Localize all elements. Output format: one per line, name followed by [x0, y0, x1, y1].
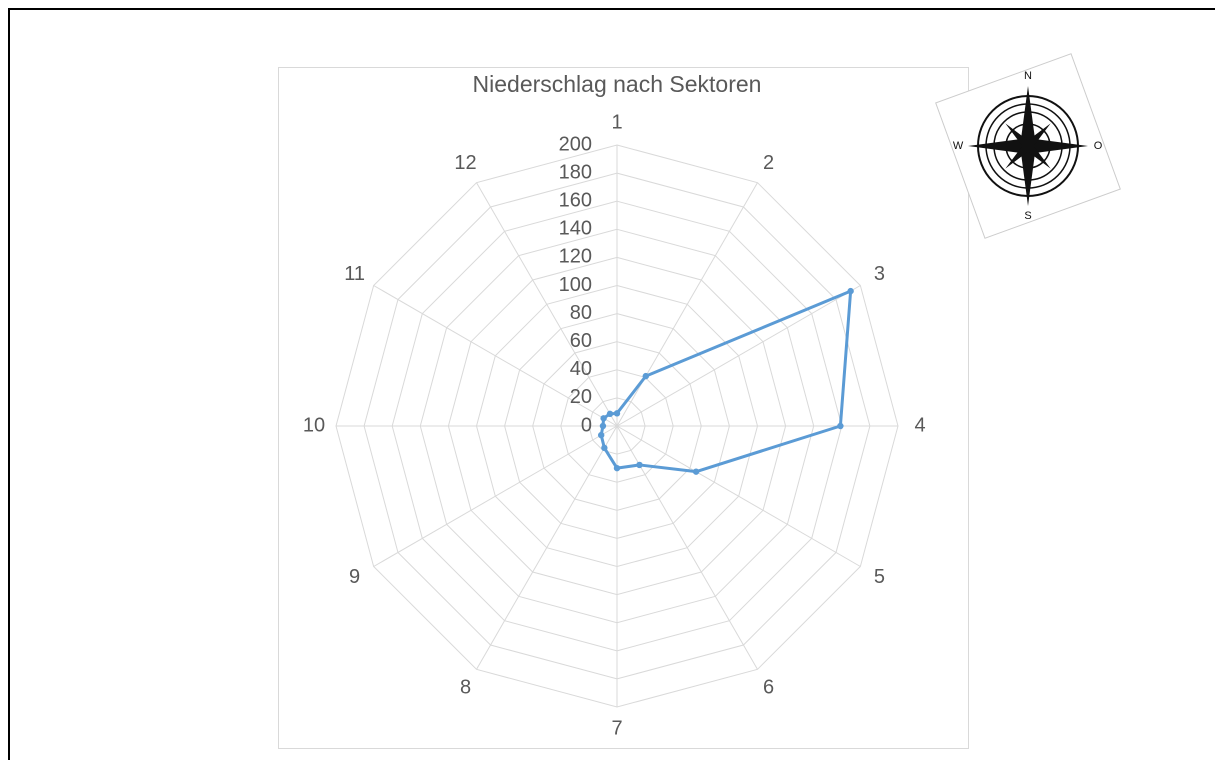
y-tick-label: 200 [559, 133, 592, 155]
data-point [607, 411, 613, 417]
compass-west: W [953, 140, 964, 152]
data-point [601, 445, 607, 451]
chart: Niederschlag nach Sektoren N O S W 12345… [0, 0, 1215, 760]
category-label: 1 [611, 111, 622, 133]
y-tick-label: 80 [570, 302, 592, 324]
data-point [600, 423, 606, 429]
category-label: 10 [303, 414, 325, 436]
category-label: 4 [914, 414, 925, 436]
category-label: 5 [874, 566, 885, 588]
data-point [693, 468, 699, 474]
y-tick-label: 40 [570, 358, 592, 380]
data-point [600, 415, 606, 421]
y-tick-label: 160 [559, 189, 592, 211]
y-tick-label: 180 [559, 161, 592, 183]
y-tick-label: 140 [559, 218, 592, 240]
y-tick-label: 0 [581, 414, 592, 436]
category-label: 7 [611, 717, 622, 739]
chart-title: Niederschlag nach Sektoren [473, 71, 762, 97]
data-point [837, 423, 843, 429]
y-tick-label: 20 [570, 386, 592, 408]
category-label: 8 [460, 677, 471, 699]
y-tick-label: 120 [559, 246, 592, 268]
data-point [598, 432, 604, 438]
compass-east: O [1094, 140, 1103, 152]
compass-south: S [1024, 210, 1031, 222]
data-point [636, 462, 642, 468]
category-label: 2 [763, 152, 774, 174]
category-label: 9 [349, 566, 360, 588]
category-label: 11 [344, 263, 365, 285]
y-tick-label: 100 [559, 274, 592, 296]
data-point [643, 373, 649, 379]
data-point [614, 465, 620, 471]
category-label: 3 [874, 263, 885, 285]
data-point [614, 410, 620, 416]
compass-north: N [1024, 70, 1032, 82]
data-point [847, 288, 853, 294]
category-label: 6 [763, 677, 774, 699]
category-label: 12 [454, 152, 476, 174]
y-tick-label: 60 [570, 330, 592, 352]
